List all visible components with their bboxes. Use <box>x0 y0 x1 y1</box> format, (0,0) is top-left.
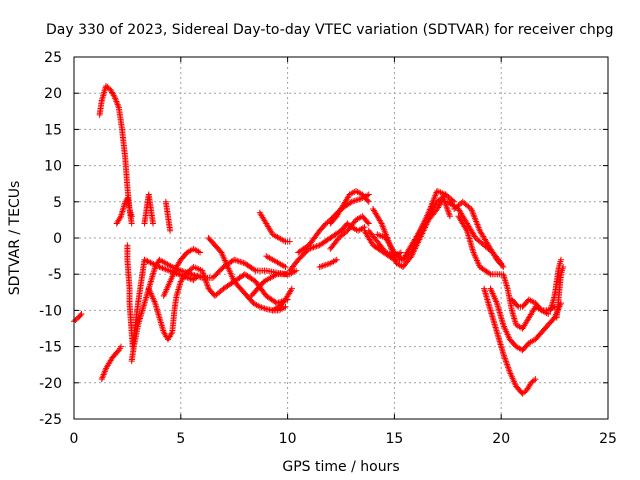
data-point <box>558 256 565 263</box>
data-point <box>77 312 84 319</box>
data-point <box>153 262 160 269</box>
y-tick-label: -5 <box>48 267 62 283</box>
y-tick-label: -10 <box>39 303 62 319</box>
series-arc-19 <box>327 213 372 252</box>
data-point <box>78 311 85 318</box>
series-arc-23 <box>365 227 404 260</box>
data-point <box>282 303 289 310</box>
data-point <box>168 330 175 337</box>
data-point <box>288 285 295 292</box>
series-arc-25 <box>444 198 505 267</box>
data-point <box>114 348 121 355</box>
data-point <box>194 272 201 279</box>
series-arc-17 <box>316 256 340 270</box>
data-point <box>532 376 539 383</box>
data-point <box>347 199 354 206</box>
x-tick-label: 10 <box>279 431 297 447</box>
data-point <box>148 260 155 267</box>
axis-ticks: 0 5 10 15 20 25 -25 -20 -15 -10 -5 0 5 10 15 20 25 <box>39 50 617 447</box>
chart-title: Day 330 of 2023, Sidereal Day-to-day VTE… <box>46 22 614 38</box>
y-tick-label: 10 <box>44 159 62 175</box>
data-point <box>154 263 161 270</box>
series-arc-9 <box>160 245 204 299</box>
y-tick-label: 20 <box>44 86 62 102</box>
series-arc-26 <box>455 213 505 278</box>
data-point <box>193 274 200 281</box>
x-tick-label: 25 <box>599 431 617 447</box>
y-axis-label: SDTVAR / TECUs <box>7 181 23 296</box>
data-point <box>364 197 371 204</box>
y-tick-label: -20 <box>39 376 62 392</box>
data-point <box>141 256 148 263</box>
series-scatter-a <box>124 242 201 350</box>
y-tick-label: 15 <box>44 122 62 138</box>
data-point <box>117 343 124 350</box>
data-point <box>497 258 504 265</box>
data-point <box>110 92 117 99</box>
data-point <box>144 258 151 265</box>
data-point <box>197 249 204 256</box>
series-arc-10 <box>205 235 289 314</box>
data-point <box>128 213 135 220</box>
data-point <box>442 191 449 198</box>
data-point <box>446 213 453 220</box>
data-point <box>397 249 404 256</box>
data-point <box>463 226 470 233</box>
data-point <box>365 191 372 198</box>
series-arc-18 <box>327 187 372 227</box>
data-point <box>151 261 158 268</box>
data-point <box>514 302 521 309</box>
data-point <box>192 275 199 282</box>
x-axis-label: GPS time / hours <box>282 459 399 475</box>
y-tick-label: 0 <box>53 231 62 247</box>
series-arc-29 <box>508 296 558 314</box>
series-arc-7 <box>162 198 174 234</box>
y-tick-label: -15 <box>39 340 62 356</box>
series-arc-3 <box>113 195 135 227</box>
data-point <box>365 198 372 205</box>
data-point <box>150 261 157 268</box>
data-point <box>128 220 135 227</box>
x-tick-label: 15 <box>385 431 403 447</box>
data-point <box>333 256 340 263</box>
series-arc-30 <box>481 285 539 397</box>
series-arc-8 <box>145 263 291 343</box>
series-arc-11 <box>248 267 300 299</box>
y-tick-label: 25 <box>44 50 62 66</box>
data-point <box>530 377 537 384</box>
data-point <box>251 266 258 273</box>
series-arc-14 <box>256 209 293 245</box>
data-points <box>71 82 567 397</box>
y-tick-label: 5 <box>53 195 62 211</box>
data-point <box>167 227 174 234</box>
series-arc-32 <box>553 263 567 321</box>
data-point <box>147 259 154 266</box>
data-point <box>150 220 157 227</box>
data-point <box>282 263 289 270</box>
data-point <box>286 238 293 245</box>
data-point <box>537 306 544 313</box>
x-tick-label: 0 <box>70 431 79 447</box>
data-point <box>145 258 152 265</box>
series-arc-6 <box>141 191 157 227</box>
y-tick-label: -25 <box>39 412 62 428</box>
data-point <box>377 219 384 226</box>
series-arc-12 <box>263 253 289 270</box>
data-point <box>560 263 567 270</box>
x-tick-label: 5 <box>176 431 185 447</box>
data-point <box>293 267 300 274</box>
data-point <box>142 257 149 264</box>
data-point <box>190 276 197 283</box>
data-point <box>364 219 371 226</box>
data-point <box>500 263 507 270</box>
series-arc-5 <box>98 343 124 383</box>
data-point <box>498 260 505 267</box>
data-point <box>486 270 493 277</box>
data-point <box>365 220 372 227</box>
x-tick-label: 20 <box>492 431 510 447</box>
data-point <box>117 214 124 221</box>
series-arc-13 <box>269 285 295 314</box>
